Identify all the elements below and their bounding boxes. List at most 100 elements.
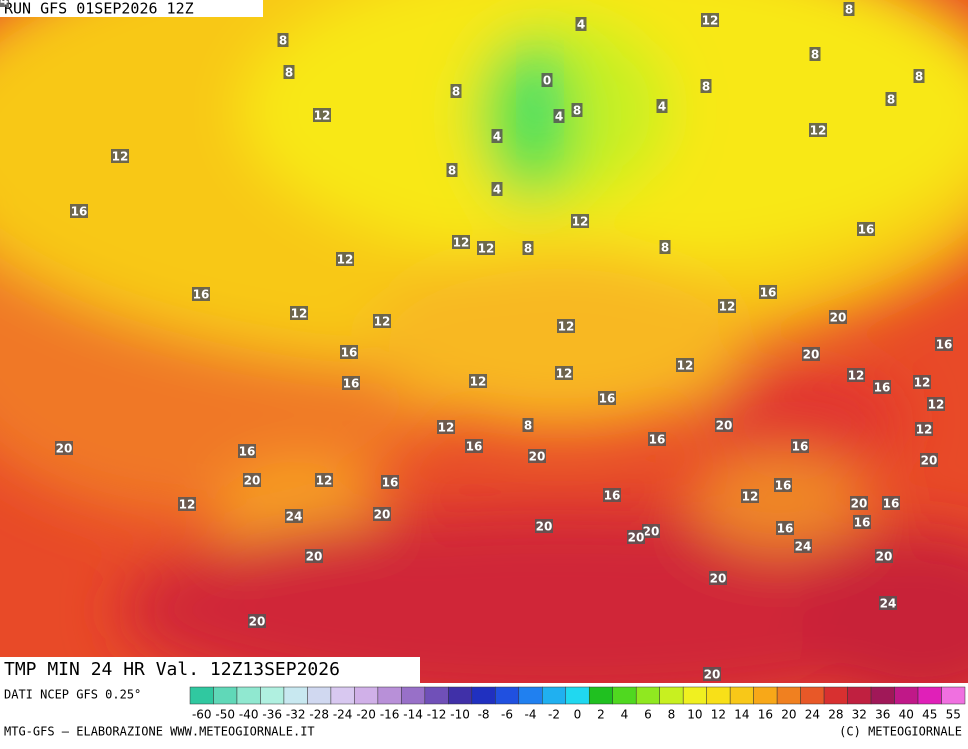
colorbar-swatch <box>565 686 590 705</box>
map-value-label: 20 <box>249 615 266 629</box>
label-box <box>557 319 575 333</box>
colorbar-swatch <box>330 686 355 705</box>
colorbar: -60 -50 -40 -36 -32 -28 -24 -20 -16 -14 -12 -10 -8 -6… <box>189 686 966 722</box>
map-value-label: 24 <box>880 597 897 611</box>
label-box <box>879 596 897 610</box>
label-box <box>555 366 573 380</box>
label-box <box>111 149 129 163</box>
colorbar-swatch <box>283 686 308 705</box>
map-value-label: 20 <box>529 450 546 464</box>
label-box <box>659 240 671 254</box>
map-value-label: 20 <box>876 550 893 564</box>
map-value-label: 16 <box>936 338 953 352</box>
label-box <box>642 524 660 538</box>
copyright-label: (C) METEOGIORNALE <box>839 725 962 739</box>
label-box <box>277 33 289 47</box>
map-value-label: 8 <box>524 242 532 256</box>
label-box <box>469 374 487 388</box>
colorbar-swatch <box>706 686 731 705</box>
label-box <box>575 17 587 31</box>
colorbar-tick-label: -6 <box>501 708 513 722</box>
map-title: TMP MIN 24 HR Val. 12Z13SEP2026 <box>4 659 340 680</box>
label-box <box>648 432 666 446</box>
colorbar-tick-label: -8 <box>478 708 490 722</box>
map-value-label: 12 <box>438 421 455 435</box>
map-value-label: 12 <box>337 253 354 267</box>
colorbar-swatch <box>941 686 966 705</box>
colorbar-tick-label: -28 <box>309 708 329 722</box>
label-box <box>553 109 565 123</box>
colorbar-swatch <box>471 686 496 705</box>
credit-label: MTG-GFS – ELABORAZIONE WWW.METEOGIORNALE… <box>4 725 315 739</box>
label-box <box>603 488 621 502</box>
source-label: DATI NCEP GFS 0.25° <box>4 688 141 702</box>
colorbar-tick-label: 6 <box>644 708 652 722</box>
colorbar-tick-label: 45 <box>922 708 937 722</box>
label-box <box>315 473 333 487</box>
colorbar-swatch <box>518 686 543 705</box>
label-box <box>192 287 210 301</box>
colorbar-swatch <box>307 686 332 705</box>
label-box <box>913 375 931 389</box>
map-value-label: 16 <box>883 497 900 511</box>
label-box <box>794 539 812 553</box>
colorbar-swatch <box>588 686 613 705</box>
label-box <box>522 241 534 255</box>
colorbar-swatch <box>612 686 637 705</box>
map-value-label: 16 <box>382 476 399 490</box>
label-box <box>920 453 938 467</box>
map-value-label: 12 <box>677 359 694 373</box>
label-box <box>450 84 462 98</box>
map-value-label: 16 <box>775 479 792 493</box>
colorbar-tick-label: -12 <box>427 708 447 722</box>
label-box <box>535 519 553 533</box>
colorbar-swatch <box>776 686 801 705</box>
map-value-label: 16 <box>792 440 809 454</box>
map-value-label: 12 <box>453 236 470 250</box>
colorbar-tick-label: 28 <box>828 708 843 722</box>
colorbar-tick-label: -4 <box>525 708 537 722</box>
colorbar-tick-label: 55 <box>946 708 961 722</box>
map-value-label: 8 <box>285 66 293 80</box>
map-value-label: 24 <box>0 0 8 8</box>
map-value-label: 4 <box>555 110 563 124</box>
colorbar-tick-label: -60 <box>192 708 212 722</box>
map-value-label: 12 <box>916 423 933 437</box>
colorbar-swatch <box>236 686 261 705</box>
map-field <box>0 0 968 683</box>
map-value-label: 0 <box>543 74 551 88</box>
colorbar-tick-label: -50 <box>215 708 235 722</box>
map-value-label: 20 <box>643 525 660 539</box>
label-box <box>528 449 546 463</box>
map-value-label: 12 <box>719 300 736 314</box>
map-value-label: 12 <box>914 376 931 390</box>
label-box <box>452 235 470 249</box>
map-value-label: 8 <box>524 419 532 433</box>
colorbar-tick-label: 24 <box>805 708 820 722</box>
map-value-label: 16 <box>71 205 88 219</box>
colorbar-tick-label: 8 <box>668 708 676 722</box>
map-value-label: 12 <box>572 215 589 229</box>
colorbar-swatch <box>682 686 707 705</box>
map-value-label: 12 <box>742 490 759 504</box>
map-value-label: 16 <box>193 288 210 302</box>
label-box <box>915 422 933 436</box>
colorbar-swatch <box>495 686 520 705</box>
colorbar-tick-label: 32 <box>852 708 867 722</box>
map-value-label: 8 <box>702 80 710 94</box>
colorbar-swatch <box>260 686 285 705</box>
colorbar-tick-label: -40 <box>239 708 259 722</box>
map-value-label: 12 <box>291 307 308 321</box>
label-box <box>857 222 875 236</box>
map-value-label: 20 <box>244 474 261 488</box>
label-box <box>491 182 503 196</box>
label-box <box>701 13 719 27</box>
label-box <box>571 214 589 228</box>
map-value-label: 12 <box>810 124 827 138</box>
map-value-label: 12 <box>314 109 331 123</box>
map-value-label: 20 <box>851 497 868 511</box>
colorbar-tick-label: 2 <box>597 708 605 722</box>
map-value-label: 12 <box>928 398 945 412</box>
label-box <box>248 614 266 628</box>
map-value-label: 12 <box>112 150 129 164</box>
